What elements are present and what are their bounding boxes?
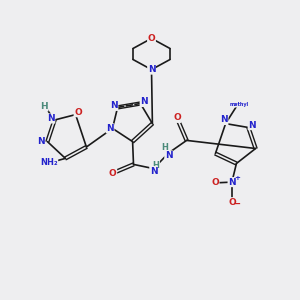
Text: O: O: [173, 113, 181, 122]
Text: N: N: [228, 178, 236, 187]
Text: +: +: [234, 175, 240, 181]
Text: N: N: [150, 167, 158, 176]
Text: O: O: [148, 34, 155, 43]
Text: N: N: [148, 65, 155, 74]
Text: methyl: methyl: [230, 102, 249, 107]
Text: N: N: [37, 137, 45, 146]
Text: N: N: [248, 121, 256, 130]
Text: O: O: [211, 178, 219, 187]
Text: H: H: [40, 102, 48, 111]
Text: NH₂: NH₂: [40, 158, 58, 167]
Text: −: −: [233, 199, 242, 209]
Text: O: O: [109, 169, 117, 178]
Text: N: N: [140, 98, 148, 106]
Text: O: O: [228, 198, 236, 207]
Text: N: N: [110, 101, 118, 110]
Text: N: N: [220, 116, 228, 124]
Text: H: H: [162, 143, 168, 152]
Text: N: N: [47, 114, 55, 123]
Text: N: N: [106, 124, 114, 133]
Text: N: N: [165, 151, 172, 160]
Text: H: H: [153, 160, 159, 169]
Text: O: O: [74, 108, 82, 117]
